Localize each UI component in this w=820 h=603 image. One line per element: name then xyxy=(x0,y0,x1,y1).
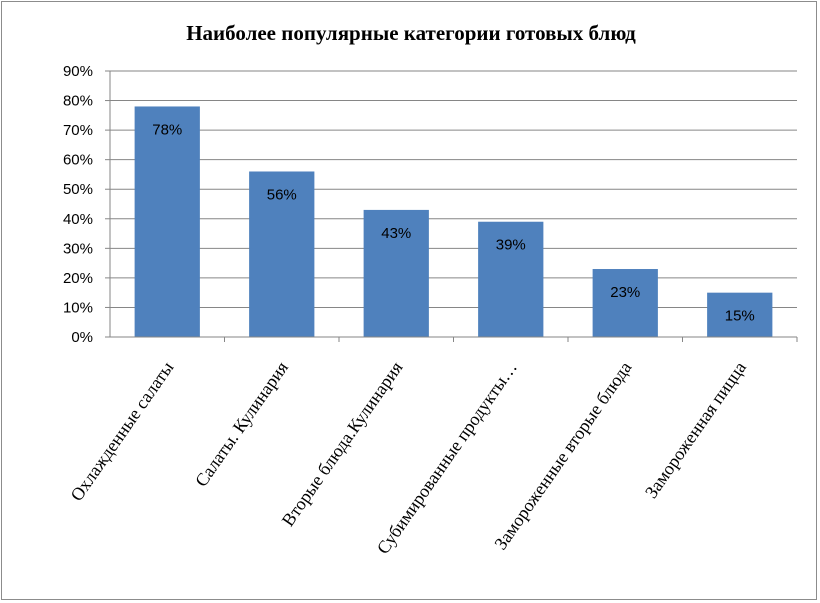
y-tick-label: 90% xyxy=(63,63,93,80)
x-tick-label: Салаты. Кулинария xyxy=(191,358,292,490)
data-label: 43% xyxy=(381,225,411,242)
x-tick-label: Вторые блюда.Кулинария xyxy=(278,358,407,530)
x-tick-label: Субимированные продукты… xyxy=(373,358,521,558)
x-axis-ticks: Охлажденные салаты Салаты. КулинарияВторы… xyxy=(66,337,798,558)
y-tick-label: 40% xyxy=(63,211,93,228)
data-label: 23% xyxy=(610,284,640,301)
bar xyxy=(134,106,200,337)
y-tick-label: 50% xyxy=(63,181,93,198)
bar xyxy=(363,209,429,337)
chart-title: Наиболее популярные категории готовых бл… xyxy=(186,21,636,45)
y-tick-label: 60% xyxy=(63,152,93,169)
bar xyxy=(478,221,544,337)
y-axis-ticks: 0% 10% 20% 30% 40% 50% 60% 70% 80% 90% xyxy=(63,63,110,346)
y-tick-label: 0% xyxy=(71,329,93,346)
data-label: 39% xyxy=(496,237,526,254)
y-tick-label: 70% xyxy=(63,122,93,139)
y-tick-label: 30% xyxy=(63,240,93,257)
x-tick-label: Замороженные вторые блюда xyxy=(490,358,635,553)
data-label: 56% xyxy=(267,186,297,203)
bar xyxy=(592,269,658,337)
x-tick-label: Замороженная пицца xyxy=(641,358,750,502)
y-tick-label: 80% xyxy=(63,93,93,110)
y-tick-label: 20% xyxy=(63,270,93,287)
data-label: 78% xyxy=(152,121,182,138)
data-label: 15% xyxy=(725,308,755,325)
y-tick-label: 10% xyxy=(63,299,93,316)
bar xyxy=(249,171,315,337)
data-labels: 78% 56% 43% 39% 23% 15% xyxy=(152,121,755,324)
bar xyxy=(707,292,773,337)
gridlines xyxy=(110,70,797,308)
bars xyxy=(134,106,773,337)
x-tick-label: Охлажденные салаты xyxy=(66,358,177,505)
